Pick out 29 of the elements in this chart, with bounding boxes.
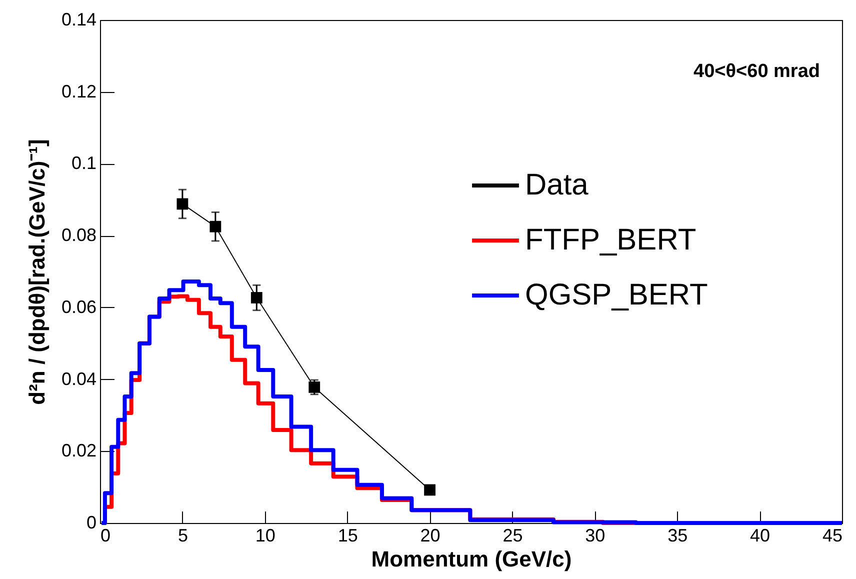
x-axis-title: Momentum (GeV/c) (371, 546, 572, 572)
y-tick-label: 0.1 (71, 153, 96, 174)
legend-label: FTFP_BERT (525, 224, 696, 256)
y-tick-label: 0 (86, 512, 96, 532)
y-axis-title: d²n / (dpdθ)[rad.(GeV/c)⁻¹] (24, 139, 50, 405)
x-tick-label: 10 (255, 526, 276, 546)
x-tick-label: 25 (502, 526, 523, 546)
x-tick-label: 0 (100, 526, 111, 546)
x-tick-label: 5 (178, 526, 188, 546)
point (210, 220, 222, 232)
point (176, 198, 188, 210)
point (250, 292, 262, 304)
annotation: 40<θ<60 mrad (694, 61, 820, 82)
x-tick-label: 15 (338, 526, 358, 546)
point (424, 484, 436, 496)
y-tick-label: 0.12 (61, 81, 96, 102)
x-tick-label: 35 (668, 526, 688, 546)
y-tick-label: 0.14 (61, 10, 96, 30)
x-tick-label: 30 (585, 526, 606, 546)
y-tick-label: 0.08 (61, 225, 96, 246)
legend-label: QGSP_BERT (525, 278, 708, 312)
x-tick-label: 45 (822, 526, 842, 546)
legend-label: Data (525, 168, 589, 202)
x-tick-label: 20 (420, 526, 440, 546)
y-tick-label: 0.02 (61, 440, 96, 461)
x-tick-label: 40 (750, 526, 770, 546)
point (308, 381, 320, 393)
y-tick-label: 0.04 (61, 368, 96, 389)
y-tick-label: 0.06 (61, 296, 96, 317)
